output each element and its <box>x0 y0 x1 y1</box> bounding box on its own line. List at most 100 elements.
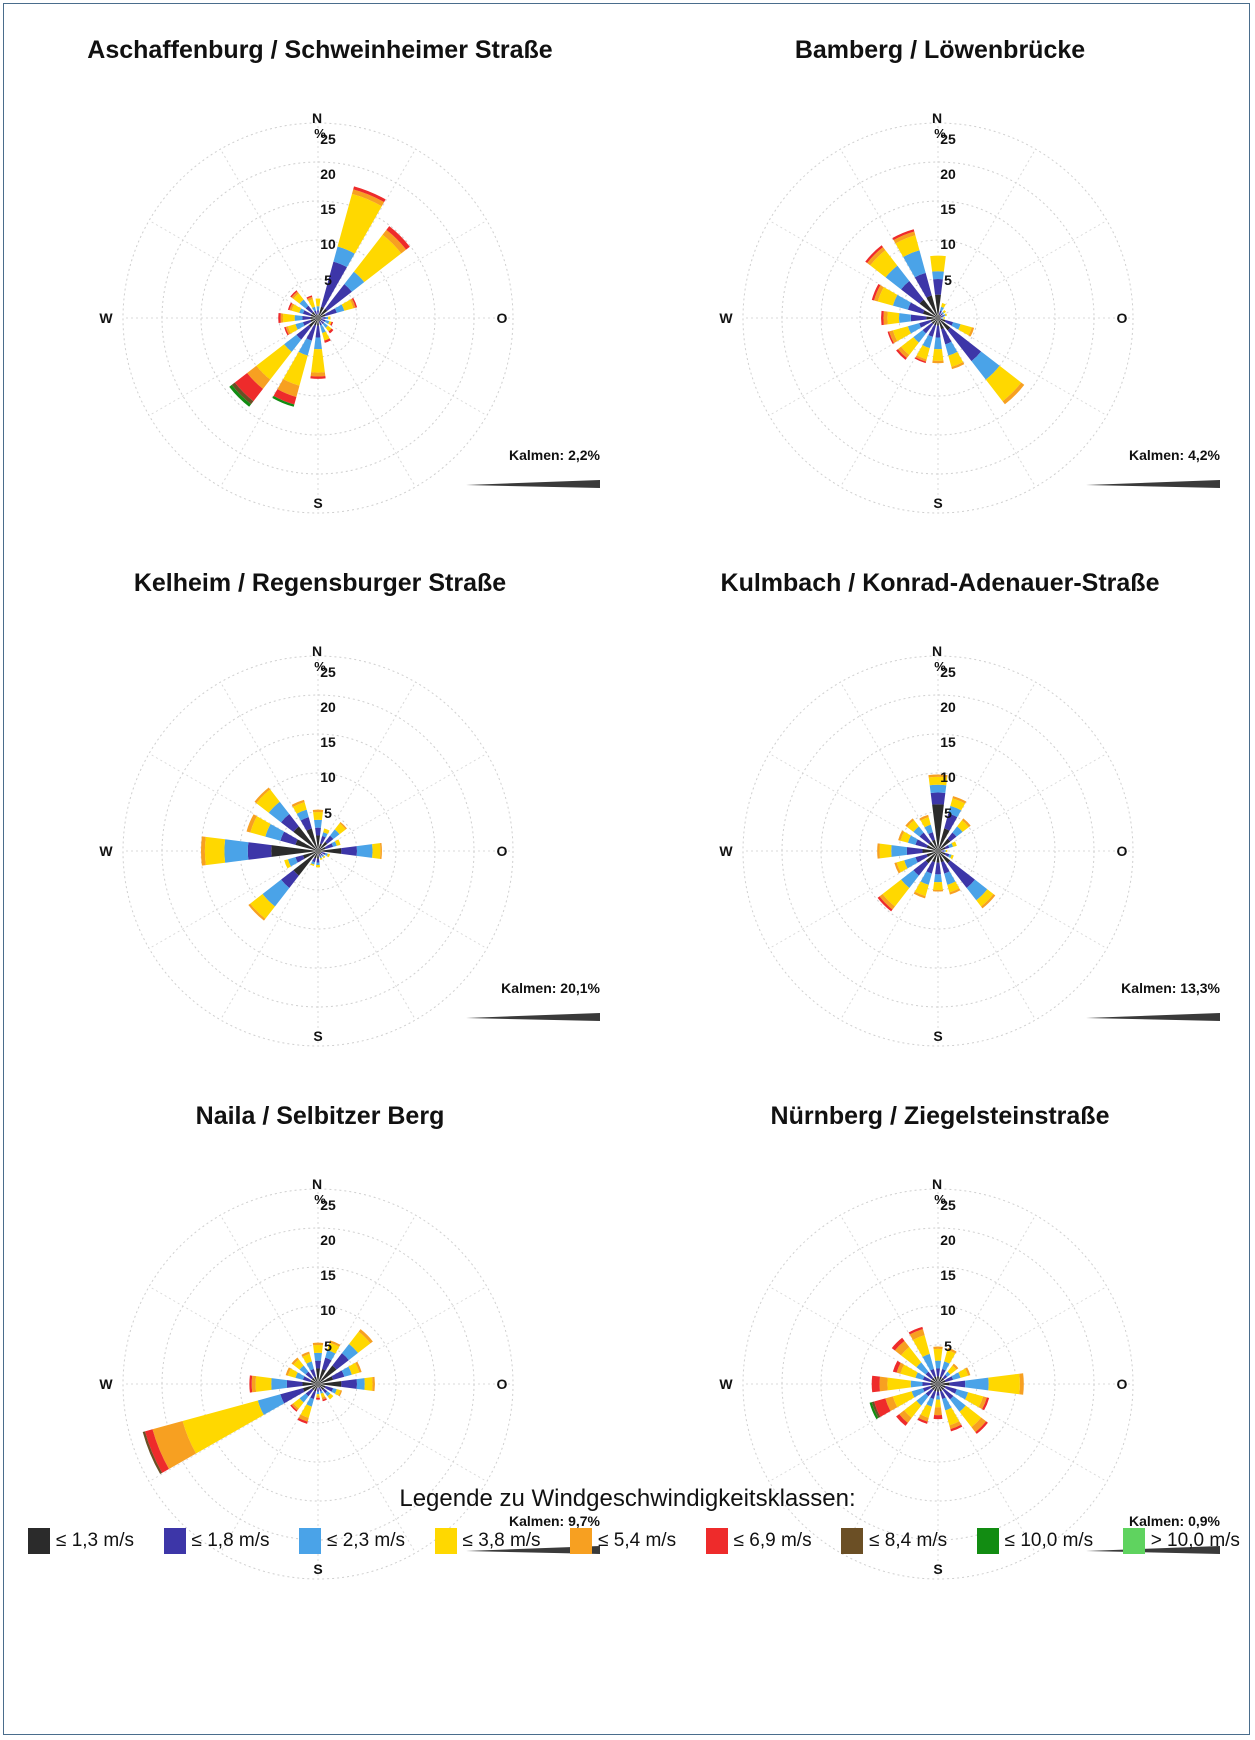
petal-segment-w <box>280 313 284 323</box>
petal-segment-wnw <box>915 1372 925 1380</box>
petal-segment-oso <box>338 1390 343 1397</box>
petal-segment-no <box>942 1374 948 1380</box>
petal-segment-ssw <box>928 324 936 337</box>
petal-segment-oso <box>938 318 946 322</box>
petal-segment-s <box>316 1394 320 1397</box>
petal-segment-s <box>935 862 941 875</box>
petal-segment-w <box>930 1383 938 1385</box>
petal-segment-sso <box>322 331 330 341</box>
petal-segment-so <box>325 325 332 332</box>
legend-label: > 10,0 m/s <box>1150 1530 1240 1551</box>
petal-segment-oso <box>321 319 326 322</box>
petal-segment-nno <box>318 843 322 851</box>
petal-segment-sw <box>901 337 919 355</box>
petal-segment-w <box>887 311 900 325</box>
petal-segment-n <box>316 1368 320 1384</box>
petal-segment-so <box>328 328 334 334</box>
petal-segment-nnw <box>930 1368 936 1378</box>
chart-title: Nürnberg / Ziegelsteinstraße <box>771 1102 1110 1130</box>
legend-label: ≤ 6,9 m/s <box>733 1530 812 1551</box>
petal-segment-sso <box>947 881 960 893</box>
compass-label-south: S <box>933 1028 942 1044</box>
petal-segment-sw <box>931 318 938 325</box>
petal-segment-wsw <box>892 326 911 342</box>
petal-segment-so <box>981 894 996 909</box>
compass-label-east: O <box>1117 310 1128 326</box>
petal-segment-oso <box>944 320 954 326</box>
petal-segment-wsw <box>889 330 898 344</box>
grid-spoke <box>840 1214 939 1385</box>
compass-label-west: W <box>99 1376 113 1392</box>
petal-segment-sw <box>293 1398 304 1409</box>
petal-segment-nno <box>938 1376 942 1384</box>
grid-spoke <box>317 850 488 949</box>
petal-segment-nnw <box>306 1361 314 1371</box>
petal-segment-ono <box>943 314 946 317</box>
petal-segment-sso <box>319 1387 322 1392</box>
petal-segment-ono <box>944 1376 954 1382</box>
petal-segment-ssw <box>312 857 316 863</box>
calm-wedge <box>1086 1013 1220 1021</box>
petal-segment-nnw <box>306 828 318 851</box>
petal-segment-o <box>325 316 329 320</box>
petal-segment-wsw <box>310 318 318 322</box>
radial-tick-label: 5 <box>324 1338 332 1354</box>
petal-segment-so <box>321 854 325 858</box>
wind-rose-1: Aschaffenburg / Schweinheimer Straße% 5 10… <box>87 36 601 514</box>
petal-segment-oso <box>944 853 950 857</box>
petal-segment-no <box>961 818 971 828</box>
petal-segment-ono <box>331 1370 345 1380</box>
petal-segment-w <box>247 842 272 860</box>
petal-segment-o <box>356 844 373 858</box>
petal-segment-nnw <box>892 229 915 241</box>
grid-spoke <box>937 317 1036 488</box>
petal-segment-nw <box>913 826 924 837</box>
petal-segment-wsw <box>896 860 908 873</box>
grid-spoke <box>220 1214 319 1385</box>
petal-segment-nnw <box>300 817 312 831</box>
petal-segment-oso <box>954 1389 969 1400</box>
petal-segment-o <box>938 1382 950 1386</box>
petal-segment-oso <box>331 1388 337 1394</box>
grid-ring <box>239 239 397 397</box>
petal-segment-s <box>310 376 326 379</box>
petal-segment-sw <box>308 318 318 328</box>
petal-segment-s <box>932 348 944 361</box>
calm-label: Kalmen: 2,2% <box>509 447 601 463</box>
petal-segment-w <box>251 1375 257 1393</box>
petal-segment-o <box>372 1376 375 1392</box>
compass-label-north: N <box>312 643 322 659</box>
legend-label: ≤ 10,0 m/s <box>1004 1530 1094 1551</box>
radial-tick-label: 15 <box>320 734 336 750</box>
petal-segment-sw <box>311 1384 318 1391</box>
petal-segment-s <box>933 1414 943 1420</box>
petal-segment-nnw <box>914 272 932 298</box>
legend-label: ≤ 1,8 m/s <box>191 1530 270 1551</box>
petal-segment-so <box>947 860 975 888</box>
petal-segment-wsw <box>885 1396 898 1412</box>
petal-segment-sso <box>318 1384 320 1388</box>
petal-segment-w <box>910 1380 923 1388</box>
petal-segment-nw <box>867 247 886 266</box>
petal-segment-wnw <box>291 304 302 313</box>
petal-segment-wsw <box>257 1394 285 1415</box>
petal-segment-nw <box>311 311 318 318</box>
legend-label: ≤ 2,3 m/s <box>327 1530 406 1551</box>
petal-segment-sw <box>229 384 252 407</box>
compass-label-north: N <box>932 643 942 659</box>
compass-label-east: O <box>497 310 508 326</box>
petal-segment-s <box>936 1391 940 1396</box>
petal-segment-wsw <box>295 855 305 863</box>
radial-tick-label: 5 <box>944 272 952 288</box>
compass-label-south: S <box>313 495 322 511</box>
petal-segment-w <box>255 1376 272 1392</box>
petal-segment-s <box>934 337 942 350</box>
petal-segment-no <box>957 820 969 832</box>
petal-segment-nno <box>337 193 382 254</box>
calm-label: Kalmen: 0,9% <box>1129 1513 1221 1529</box>
petal-segment-sw <box>899 1410 912 1423</box>
petal-segment-no <box>344 271 365 292</box>
legend-item: ≤ 1,8 m/s <box>163 1528 270 1554</box>
petal-segment-sso <box>941 861 950 874</box>
petal-segment-wnw <box>915 839 928 848</box>
